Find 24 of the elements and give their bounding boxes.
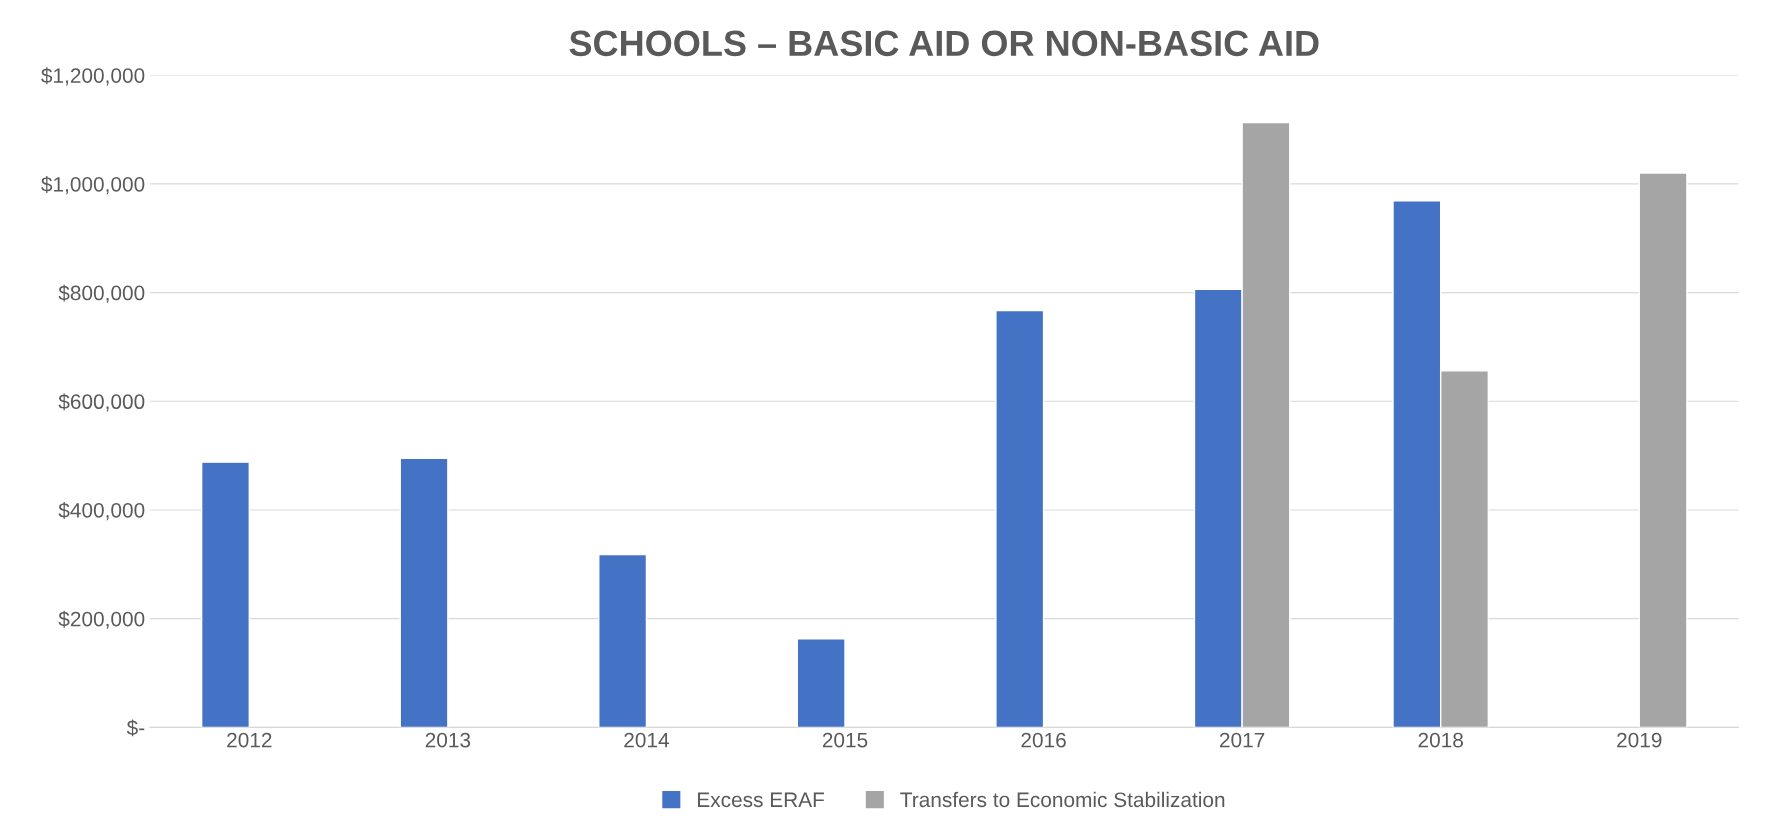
x-tick-label: 2016	[1021, 732, 1066, 748]
bar	[200, 461, 251, 728]
bar	[995, 309, 1045, 728]
x-tick-label: 2018	[1418, 732, 1463, 748]
x-tick-label: 2012	[227, 732, 272, 748]
x-tick-label: 2017	[1220, 732, 1265, 748]
y-tick-label: $200,000	[58, 610, 145, 629]
legend-label: Transfers to Economic Stabilization	[900, 791, 1225, 808]
y-tick-label: $1,200,000	[41, 67, 145, 86]
chart-title: SCHOOLS – BASIC AID OR NON-BASIC AID	[569, 30, 1319, 57]
x-tick-label: 2015	[822, 732, 868, 748]
bar	[598, 553, 648, 728]
y-tick-label: $400,000	[58, 502, 145, 521]
bar	[1638, 172, 1688, 728]
x-tick-label: 2013	[425, 732, 471, 748]
legend-label: Excess ERAF	[698, 792, 824, 808]
y-tick-label: $-	[126, 719, 145, 737]
bar	[399, 457, 449, 728]
y-tick-label: $800,000	[58, 284, 145, 303]
y-tick-label: $600,000	[58, 393, 145, 412]
y-tick-label: $1,000,000	[41, 176, 145, 195]
bar	[796, 638, 846, 728]
x-tick-label: 2014	[624, 732, 669, 748]
x-tick-label: 2019	[1617, 732, 1662, 748]
